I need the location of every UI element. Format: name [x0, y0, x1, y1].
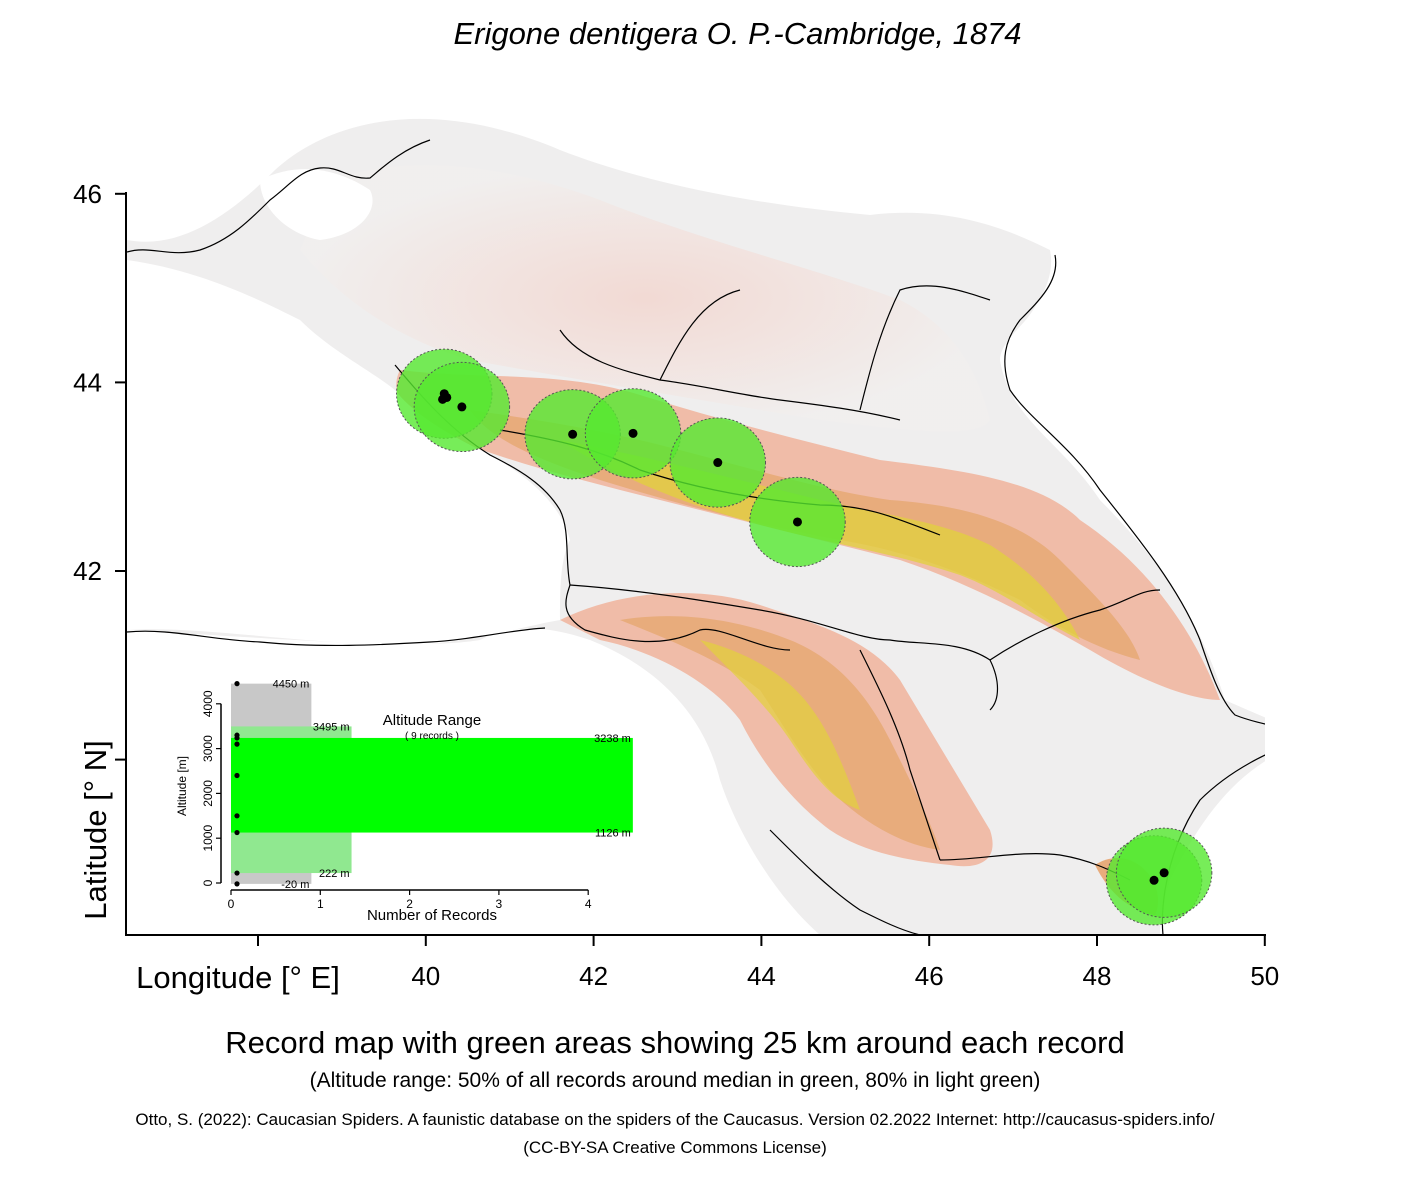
altitude-x-tick-label: 3 — [496, 897, 503, 911]
altitude-y-label: Altitude [m] — [175, 756, 189, 816]
altitude-min-label: 222 m — [319, 868, 350, 880]
y-tick-label: 44 — [73, 367, 102, 397]
coastline-north — [127, 139, 431, 254]
record-points — [438, 389, 1169, 885]
x-axis-label: Longitude [° E] — [136, 960, 340, 995]
altitude-x-tick-label: 4 — [585, 897, 592, 911]
x-tick-label: 48 — [1083, 961, 1112, 991]
altitude-chart-title: Altitude Range — [383, 712, 481, 729]
x-axis-ticks: 40 42 44 46 48 50 — [257, 935, 1279, 991]
altitude-max-label: 3495 m — [313, 721, 350, 733]
altitude-record-point — [234, 870, 240, 876]
altitude-record-point — [234, 772, 240, 779]
altitude-x-label: Number of Records — [367, 907, 497, 924]
water-bodies — [127, 100, 1265, 800]
species-title: Erigone dentigera O. P.-Cambridge, 1874 — [453, 16, 1022, 51]
record-point — [457, 402, 467, 412]
map-subcaption: (Altitude range: 50% of all records arou… — [309, 1069, 1041, 1092]
altitude-min-label: 1126 m — [595, 828, 631, 840]
lesser-caucasus-range — [620, 616, 940, 850]
altitude-y-tick-label: 1000 — [201, 825, 215, 852]
political-borders — [127, 139, 1265, 935]
altitude-y-tick-label: 0 — [201, 879, 215, 886]
x-tick-label: 46 — [915, 961, 944, 991]
altitude-max-label: 3238 m — [594, 733, 631, 745]
record-point — [1159, 868, 1169, 878]
border-regions-north-2 — [659, 285, 991, 411]
border-georgia-south — [569, 584, 999, 711]
record-point — [628, 428, 638, 438]
x-tick-label: 44 — [747, 961, 776, 991]
lesser-caucasus-crest — [700, 640, 860, 810]
altitude-bar-labels: 4450 m -20 m 3495 m 222 m 3238 m 1126 m — [273, 679, 631, 891]
coastline-black-sea — [394, 364, 791, 651]
record-point — [792, 517, 802, 527]
altitude-record-points — [234, 681, 240, 887]
map-axes — [125, 192, 1266, 936]
y-tick-label: 46 — [73, 179, 102, 209]
azov-sea — [260, 169, 373, 240]
x-tick-label: 50 — [1250, 961, 1279, 991]
altitude-record-point — [234, 732, 240, 738]
altitude-y-tick-label: 3000 — [201, 735, 215, 762]
license-text: (CC-BY-SA Creative Commons License) — [523, 1138, 827, 1157]
altitude-x-tick-label: 0 — [228, 897, 235, 911]
border-turkey-iran — [769, 829, 921, 935]
border-azerbaijan — [989, 589, 1161, 661]
altitude-min-label: -20 m — [281, 879, 309, 891]
altitude-bars — [231, 683, 633, 884]
y-axis-label: Latitude [° N] — [78, 740, 113, 920]
altitude-x-tick-label: 1 — [317, 897, 324, 911]
altitude-max-label: 4450 m — [273, 679, 310, 691]
border-regions-north — [559, 329, 901, 421]
altitude-axes: 0 1000 2000 3000 4000 0 1 2 3 4 — [201, 690, 592, 911]
caspian-sea — [1000, 100, 1265, 800]
altitude-bar-2 — [231, 737, 633, 833]
record-point — [1149, 875, 1159, 885]
altitude-range-chart: 4450 m -20 m 3495 m 222 m 3238 m 1126 m 0 1000… — [175, 679, 633, 924]
coastline-caspian — [1004, 254, 1265, 935]
y-tick-label: 42 — [73, 556, 102, 586]
record-point — [438, 394, 448, 404]
x-tick-label: 42 — [579, 961, 608, 991]
record-point — [713, 458, 723, 468]
altitude-chart-subtitle: ( 9 records ) — [405, 731, 459, 742]
altitude-y-tick-label: 4000 — [201, 690, 215, 717]
y-axis-ticks: 42 44 46 — [73, 179, 126, 761]
steppe-zone — [300, 165, 990, 432]
x-tick-label: 40 — [411, 961, 440, 991]
record-point — [568, 429, 578, 439]
map-caption: Record map with green areas showing 25 k… — [225, 1025, 1125, 1060]
altitude-record-point — [234, 881, 240, 887]
altitude-record-point — [234, 741, 240, 747]
black-sea — [127, 260, 570, 645]
coastline-turkey — [127, 627, 546, 647]
citation-text: Otto, S. (2022): Caucasian Spiders. A fa… — [135, 1110, 1215, 1129]
altitude-record-point — [234, 681, 240, 687]
altitude-record-point — [234, 829, 240, 836]
altitude-y-tick-label: 2000 — [201, 780, 215, 807]
border-armenia — [859, 649, 941, 861]
altitude-record-point — [234, 813, 240, 819]
altitude-x-tick-label: 2 — [406, 897, 413, 911]
